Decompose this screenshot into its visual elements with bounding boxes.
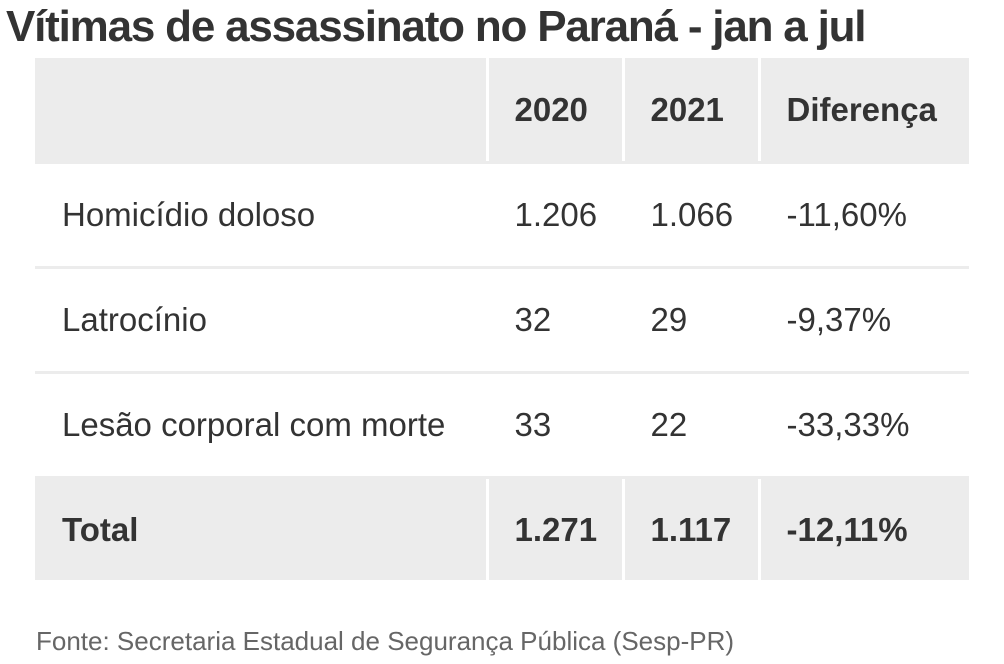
total-label: Total bbox=[35, 477, 487, 580]
header-cell-empty bbox=[35, 58, 487, 164]
row-value-diferenca: -33,33% bbox=[757, 372, 969, 479]
row-value-2021: 22 bbox=[621, 372, 759, 479]
header-row: 2020 2021 Diferença bbox=[35, 58, 969, 164]
row-value-diferenca: -9,37% bbox=[757, 267, 969, 374]
row-value-2020: 32 bbox=[485, 267, 623, 374]
row-value-2021: 29 bbox=[621, 267, 759, 374]
table-row: Lesão corporal com morte 33 22 -33,33% bbox=[35, 372, 969, 479]
row-value-2021: 1.066 bbox=[621, 162, 759, 269]
total-value-diferenca: -12,11% bbox=[757, 477, 969, 580]
row-label: Lesão corporal com morte bbox=[35, 372, 487, 479]
row-value-diferenca: -11,60% bbox=[757, 162, 969, 269]
table-row: Homicídio doloso 1.206 1.066 -11,60% bbox=[35, 162, 969, 269]
row-value-2020: 1.206 bbox=[485, 162, 623, 269]
row-label: Latrocínio bbox=[35, 267, 487, 374]
table-row: Latrocínio 32 29 -9,37% bbox=[35, 267, 969, 374]
header-cell-2021: 2021 bbox=[621, 58, 759, 164]
row-value-2020: 33 bbox=[485, 372, 623, 479]
table-title: Vítimas de assassinato no Paraná - jan a… bbox=[6, 2, 867, 51]
source-note: Fonte: Secretaria Estadual de Segurança … bbox=[36, 626, 735, 656]
total-value-2021: 1.117 bbox=[621, 477, 759, 580]
data-table: 2020 2021 Diferença Homicídio doloso 1.2… bbox=[35, 58, 969, 580]
header-cell-2020: 2020 bbox=[485, 58, 623, 164]
total-row: Total 1.271 1.117 -12,11% bbox=[35, 477, 969, 580]
row-label: Homicídio doloso bbox=[35, 162, 487, 269]
total-value-2020: 1.271 bbox=[485, 477, 623, 580]
header-cell-diferenca: Diferença bbox=[757, 58, 969, 164]
